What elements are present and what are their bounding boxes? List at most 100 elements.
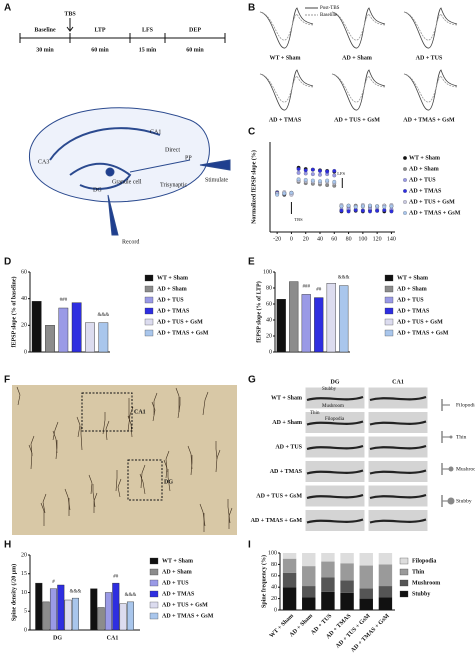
legend-label: AD + TUS	[409, 177, 436, 183]
y-axis-label: fEPSP slope (% of LTP)	[255, 281, 262, 342]
trace-post	[331, 7, 386, 49]
bar	[90, 588, 98, 631]
region-label: DG	[164, 479, 173, 485]
neuron-stroke	[52, 421, 59, 441]
neuron-stroke	[102, 412, 106, 435]
legend-swatch	[149, 568, 159, 576]
bar-segment	[378, 553, 393, 565]
legend-label: Filopodia	[412, 558, 436, 564]
point	[339, 208, 344, 213]
point	[368, 209, 372, 214]
legend-label: AD + TUS + GsM	[162, 602, 208, 608]
y-tick-label: 15	[21, 571, 27, 577]
legend-label: WT + Sham	[397, 275, 428, 281]
pp-line	[129, 159, 191, 173]
trace-label: WT + Sham	[270, 55, 301, 61]
y-tick-label: 60	[271, 573, 277, 579]
diagram-label: PP	[185, 155, 192, 161]
bar	[326, 283, 336, 353]
dendrite	[306, 469, 364, 475]
y-axis-label: Normalized fEPSP slope (%)	[250, 150, 257, 224]
x-tick-label: 0	[290, 236, 293, 242]
annotation: TBS	[294, 217, 303, 222]
dendrite	[306, 395, 364, 402]
dendrite	[306, 420, 364, 426]
legend-label: AD + Sham	[409, 166, 439, 172]
bar-segment	[359, 565, 373, 589]
point	[325, 183, 330, 187]
bar-segment	[282, 572, 297, 588]
point	[310, 172, 315, 177]
panel-letter: G	[248, 375, 256, 386]
point	[325, 169, 330, 174]
y-tick-label: 60	[21, 269, 27, 275]
dendrite	[369, 518, 427, 524]
point	[275, 192, 280, 197]
dendrite	[369, 420, 427, 426]
diagram-label: Stimulate	[205, 177, 228, 183]
y-tick-label: 5	[24, 609, 27, 615]
hippocampus-diagram	[29, 107, 231, 236]
panel-letter: F	[4, 375, 10, 386]
bar-segment	[321, 577, 335, 592]
spine-legend-label: Mushroom	[456, 466, 475, 472]
legend-swatch	[384, 318, 394, 326]
bar-segment	[302, 553, 316, 567]
point	[346, 203, 351, 208]
panel-letter: A	[4, 3, 11, 14]
annotation: &&&	[70, 589, 82, 594]
x-tick-label: 140	[387, 236, 396, 242]
y-tick-label: 100	[268, 550, 277, 556]
neuron-stroke	[167, 469, 171, 492]
neuron-stroke	[202, 391, 209, 416]
bar	[339, 285, 349, 353]
dendrite	[306, 518, 364, 524]
legend-label: WT + Sham	[409, 155, 440, 161]
bar	[104, 592, 112, 631]
y-tick-label: 10	[21, 590, 27, 596]
legend-swatch	[399, 557, 409, 565]
legend-label: AD + TUS	[162, 580, 189, 586]
tbs-label: TBS	[64, 11, 76, 17]
neuron-stroke	[228, 507, 233, 529]
legend-swatch	[399, 590, 409, 598]
neuron-stroke	[215, 449, 221, 473]
bar	[126, 601, 134, 631]
granule-cell	[105, 167, 115, 177]
bar-segment	[282, 558, 297, 573]
bar-segment	[321, 561, 335, 578]
bar	[85, 322, 95, 353]
bar	[71, 597, 79, 631]
y-axis-label: Spine density (/20 μm)	[10, 564, 17, 621]
trace-label: AD + TMAS + GsM	[403, 117, 455, 123]
phase-label: DEP	[189, 27, 201, 33]
y-tick-label: 0	[24, 349, 27, 355]
legend-label: AD + TUS	[157, 297, 184, 303]
bar-segment	[378, 597, 393, 610]
bar-segment	[302, 586, 316, 598]
point	[382, 208, 387, 213]
neuron-stroke	[227, 499, 231, 524]
annotation: LFS	[337, 171, 345, 176]
annotation: &&&	[97, 313, 109, 318]
trace-legend-label: Baseline	[320, 13, 338, 18]
legend-swatch	[384, 296, 394, 304]
neuron-stroke	[76, 416, 81, 438]
legend-swatch	[149, 601, 159, 609]
legend-swatch	[144, 329, 154, 337]
point	[368, 203, 372, 208]
spine-head	[447, 497, 455, 505]
bar	[119, 603, 127, 631]
y-tick-label: 0	[269, 349, 272, 355]
panel-letter: B	[248, 3, 255, 14]
trace-post	[403, 7, 458, 49]
point	[310, 167, 315, 172]
neuron-stroke	[64, 488, 71, 511]
bar-segment	[340, 592, 354, 610]
point	[318, 179, 322, 184]
trace-baseline	[403, 73, 458, 103]
y-tick-label: 20	[266, 333, 272, 339]
neuron-stroke	[175, 387, 180, 412]
dendrite	[369, 395, 427, 402]
column-header: CA1	[392, 379, 404, 385]
